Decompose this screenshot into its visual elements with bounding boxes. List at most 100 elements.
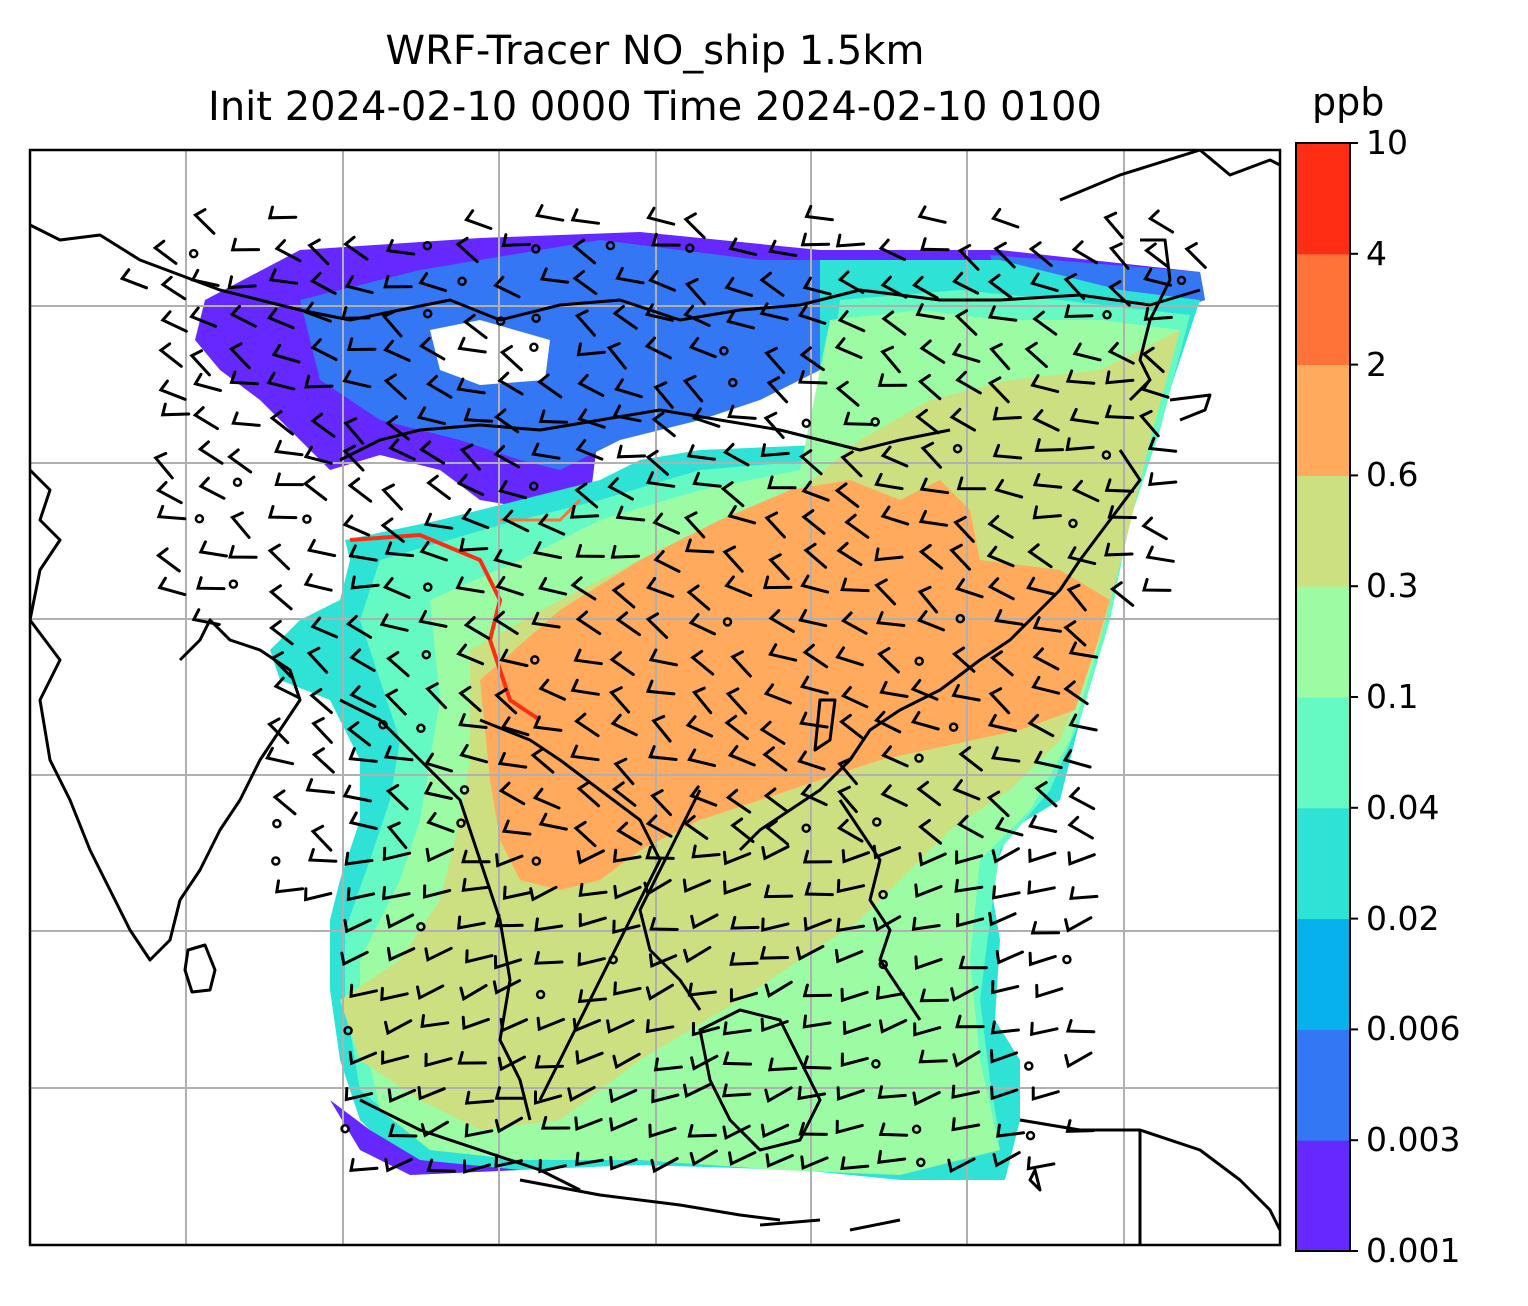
wind-barb bbox=[996, 1123, 1026, 1138]
wind-barb bbox=[911, 916, 941, 931]
wind-barb bbox=[464, 209, 493, 230]
wind-barb bbox=[649, 917, 679, 931]
wind-barb bbox=[346, 337, 377, 352]
wind-barb bbox=[575, 544, 605, 558]
colorbar-tick-label: 0.02 bbox=[1366, 898, 1440, 938]
wind-barb bbox=[728, 237, 758, 257]
wind-barb bbox=[538, 1159, 567, 1174]
wind-barb bbox=[424, 1052, 453, 1068]
wind-barb bbox=[305, 778, 335, 794]
wind-barb bbox=[501, 819, 532, 836]
wind-barb bbox=[768, 609, 795, 633]
plot-title-line1: WRF-Tracer NO_ship 1.5km bbox=[385, 28, 925, 74]
wind-barb bbox=[349, 1158, 379, 1172]
wind-barb bbox=[498, 781, 526, 806]
wind-barb bbox=[951, 343, 981, 363]
wind-barb bbox=[987, 713, 1017, 733]
wind-barb bbox=[343, 417, 365, 445]
wind-barb bbox=[494, 1086, 525, 1100]
wind-barb bbox=[499, 345, 523, 372]
wind-barb bbox=[574, 1116, 603, 1132]
wind-barb bbox=[574, 482, 599, 509]
wind-barb bbox=[349, 685, 377, 708]
wind-barb bbox=[419, 541, 448, 562]
wind-barb bbox=[958, 955, 988, 970]
wind-barb bbox=[190, 268, 220, 287]
wind-barb bbox=[992, 443, 1023, 460]
wind-barb bbox=[457, 1051, 487, 1065]
wind-barb bbox=[645, 612, 669, 639]
wind-barb bbox=[532, 715, 563, 732]
wind-barb bbox=[346, 887, 376, 902]
wind-barb bbox=[346, 721, 372, 747]
wind-barb bbox=[725, 687, 748, 715]
calm-wind-marker bbox=[416, 921, 426, 932]
calm-wind-marker bbox=[423, 582, 433, 592]
wind-barb bbox=[835, 646, 864, 667]
field-region-central-orange bbox=[480, 480, 1110, 890]
wind-barb bbox=[609, 1156, 638, 1171]
wind-barb bbox=[1029, 1021, 1059, 1037]
wind-barb bbox=[311, 747, 335, 774]
wind-barb bbox=[229, 370, 259, 386]
wind-barb bbox=[836, 917, 865, 933]
wind-barb bbox=[954, 878, 984, 893]
wind-barb bbox=[160, 402, 191, 417]
calm-wind-marker bbox=[871, 1059, 881, 1069]
wind-barb bbox=[722, 1051, 753, 1066]
wind-barb bbox=[990, 980, 1020, 995]
wind-barb bbox=[1028, 848, 1057, 864]
wind-barb bbox=[1072, 342, 1102, 362]
wind-barb bbox=[1071, 479, 1100, 503]
wind-barb bbox=[912, 1091, 941, 1107]
wind-barb bbox=[1184, 242, 1207, 269]
wind-barb bbox=[267, 717, 290, 745]
coastline-indochina bbox=[479, 718, 662, 1101]
wind-barb bbox=[1063, 272, 1086, 300]
wind-barb bbox=[306, 646, 329, 674]
wind-barb bbox=[918, 543, 944, 570]
coastline-north-border bbox=[30, 223, 1201, 322]
wind-barb bbox=[835, 1119, 864, 1135]
wind-barb bbox=[387, 1088, 417, 1103]
wind-barb bbox=[538, 812, 568, 831]
wind-barb bbox=[606, 342, 627, 370]
wind-barb bbox=[836, 541, 863, 567]
wind-barb bbox=[759, 302, 789, 321]
wind-barb bbox=[302, 475, 328, 501]
wind-barb bbox=[1066, 583, 1087, 612]
wind-barb bbox=[348, 747, 378, 763]
wind-barb bbox=[803, 542, 828, 569]
calm-wind-marker bbox=[948, 722, 959, 732]
wind-barb bbox=[919, 988, 949, 1003]
wind-barb bbox=[426, 474, 451, 500]
wind-barb bbox=[575, 610, 602, 636]
coastline-china-east bbox=[738, 449, 1142, 852]
wind-barb bbox=[692, 471, 722, 488]
wind-barb bbox=[310, 338, 338, 361]
wind-barb bbox=[955, 850, 984, 865]
calm-wind-marker bbox=[457, 276, 467, 287]
wind-barb bbox=[762, 746, 788, 772]
wind-barb bbox=[688, 336, 717, 359]
wind-barb bbox=[874, 547, 904, 562]
wind-barb bbox=[612, 404, 642, 423]
wind-barb bbox=[726, 310, 755, 330]
wind-barb bbox=[994, 609, 1024, 626]
wind-barb bbox=[266, 371, 296, 391]
wind-barb bbox=[949, 543, 971, 571]
wind-barb bbox=[307, 238, 330, 266]
wind-barb bbox=[880, 445, 909, 468]
wind-barb bbox=[690, 913, 719, 930]
wind-barb bbox=[986, 545, 1015, 568]
wind-barb bbox=[534, 204, 565, 222]
wind-barb bbox=[801, 480, 830, 502]
wind-barb bbox=[645, 983, 674, 1001]
wind-barb bbox=[189, 306, 218, 328]
colorbar-segment bbox=[1296, 253, 1350, 366]
calm-wind-marker bbox=[605, 240, 616, 251]
wind-barb bbox=[615, 611, 641, 637]
wind-barb bbox=[648, 1123, 677, 1139]
wind-barb bbox=[1028, 951, 1057, 967]
